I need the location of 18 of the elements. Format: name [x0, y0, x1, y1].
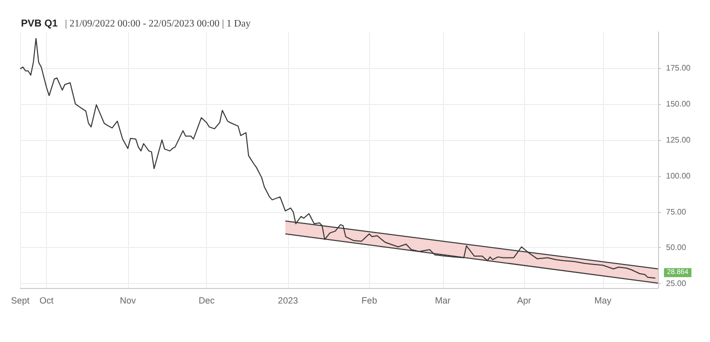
y-tick-label: 75.00 — [666, 207, 687, 216]
x-tick-label: 2023 — [278, 296, 298, 306]
y-tick-label: 125.00 — [666, 135, 692, 144]
x-tick-label: Nov — [120, 296, 136, 306]
chart-title: PVB Q1 — [21, 18, 58, 30]
x-tick-label: Oct — [39, 296, 54, 306]
x-tick-label: May — [594, 296, 612, 306]
x-tick-label: Dec — [198, 296, 216, 306]
y-tick-label: 50.00 — [666, 243, 687, 252]
x-tick-label: Mar — [435, 296, 451, 306]
y-tick-label: 100.00 — [666, 171, 692, 180]
y-tick-label: 150.00 — [666, 99, 692, 108]
chart-subtitle: | 21/09/2022 00:00 - 22/05/2023 00:00 | 1 Day — [65, 18, 251, 30]
x-tick-label: Apr — [517, 296, 532, 306]
y-tick-label: 175.00 — [666, 63, 692, 72]
x-tick-label: Feb — [362, 296, 378, 306]
y-tick-label: 25.00 — [666, 279, 687, 288]
x-tick-label: Sept — [11, 296, 30, 306]
